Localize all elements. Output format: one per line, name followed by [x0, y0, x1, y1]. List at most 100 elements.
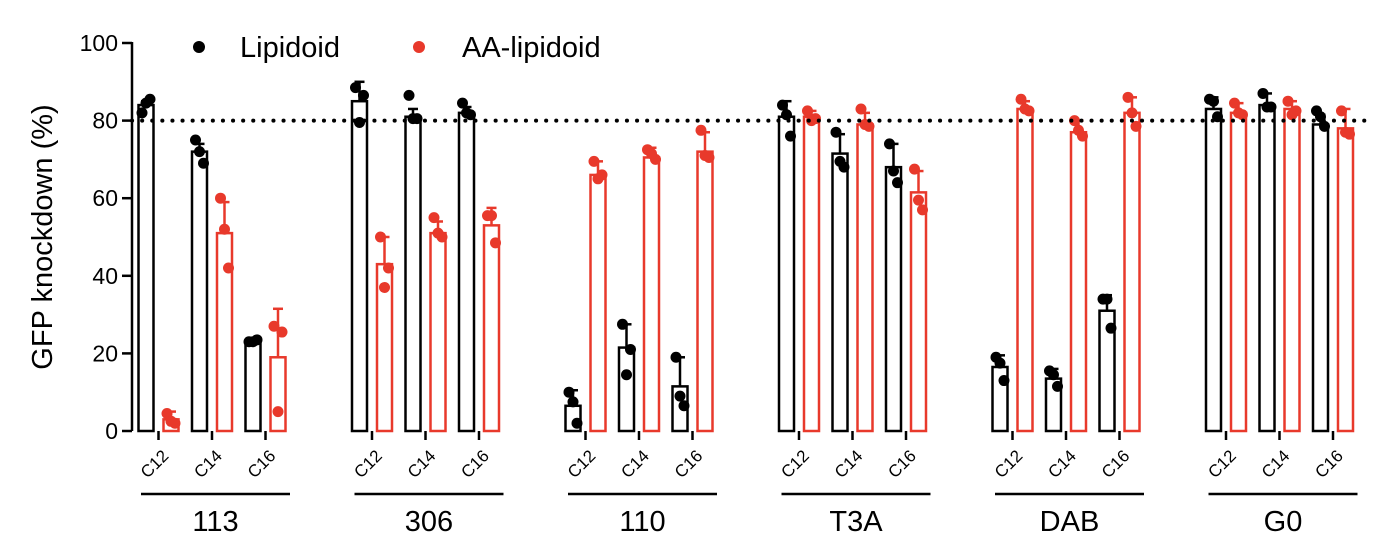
aa-lipidoid-data-point	[383, 262, 394, 274]
aa-lipidoid-data-point	[1336, 105, 1347, 117]
group-label: 110	[619, 506, 665, 538]
aa-lipidoid-bar	[269, 356, 287, 433]
aa-lipidoid-data-point	[588, 155, 600, 167]
lipidoid-bar	[1204, 107, 1223, 433]
lipidoid-data-point	[617, 318, 628, 330]
aa-lipidoid-bar	[429, 231, 447, 433]
aa-lipidoid-data-point	[375, 231, 386, 243]
aa-lipidoid-bar	[1336, 127, 1355, 433]
aa-lipidoid-bar	[1016, 107, 1034, 433]
aa-lipidoid-data-point	[909, 163, 920, 175]
aa-lipidoid-bar	[1069, 130, 1088, 433]
legend-label: Lipidoid	[240, 32, 340, 64]
lipidoid-data-point	[140, 97, 152, 109]
legend-marker-lipidoid	[193, 41, 205, 53]
x-subcategory-label: C12	[137, 446, 172, 481]
x-subcategory-label: C14	[1258, 446, 1293, 481]
aa-lipidoid-bar	[1123, 111, 1141, 433]
lipidoid-data-point	[1257, 87, 1269, 99]
lipidoid-bar	[457, 111, 476, 433]
aa-lipidoid-data-point	[1069, 115, 1080, 127]
aa-lipidoid-data-point	[1286, 109, 1298, 121]
aa-lipidoid-bar	[696, 150, 714, 433]
aa-lipidoid-bar	[642, 156, 661, 433]
lipidoid-data-point	[407, 113, 419, 125]
aa-lipidoid-data-point	[379, 281, 390, 293]
aa-lipidoid-data-point	[592, 173, 604, 185]
aa-lipidoid-data-point	[1122, 91, 1134, 103]
y-tick-label: 20	[92, 340, 118, 366]
lipidoid-data-point	[1319, 120, 1330, 132]
lipidoid-bar	[1311, 123, 1330, 433]
lipidoid-data-point	[674, 390, 686, 402]
group-label: DAB	[1040, 506, 1100, 538]
lipidoid-data-point	[892, 177, 903, 189]
x-subcategory-label: C14	[404, 446, 439, 481]
lipidoid-data-point	[198, 157, 209, 169]
lipidoid-data-point	[247, 336, 259, 348]
lipidoid-data-point	[354, 117, 365, 129]
lipidoid-data-point	[785, 130, 796, 142]
aa-lipidoid-bar	[802, 115, 821, 433]
aa-lipidoid-data-point	[802, 105, 813, 117]
lipidoid-data-point	[563, 386, 575, 398]
lipidoid-bar	[777, 115, 796, 433]
lipidoid-data-point	[136, 107, 148, 119]
aa-lipidoid-data-point	[276, 326, 288, 338]
lipidoid-data-point	[571, 417, 583, 429]
lipidoid-data-point	[1048, 369, 1059, 381]
aa-lipidoid-bar	[482, 224, 501, 433]
aa-lipidoid-data-point	[223, 262, 234, 274]
x-subcategory-label: C16	[1311, 446, 1346, 481]
y-tick-label: 60	[92, 185, 118, 211]
aa-lipidoid-data-point	[1015, 93, 1027, 105]
y-tick-label: 0	[105, 418, 118, 444]
lipidoid-data-point	[461, 107, 472, 119]
x-subcategory-label: C12	[991, 446, 1026, 481]
aa-lipidoid-data-point	[913, 194, 924, 206]
lipidoid-data-point	[994, 357, 1006, 369]
aa-lipidoid-data-point	[432, 227, 444, 239]
aa-lipidoid-data-point	[1340, 126, 1351, 138]
aa-lipidoid-data-point	[855, 103, 867, 115]
aa-lipidoid-data-point	[1233, 107, 1244, 119]
y-axis-title: GFP knockdown (%)	[27, 104, 59, 369]
x-subcategory-label: C16	[671, 446, 706, 481]
x-subcategory-label: C12	[1204, 446, 1239, 481]
lipidoid-data-point	[190, 134, 201, 146]
lipidoid-data-point	[1208, 95, 1219, 107]
lipidoid-data-point	[194, 146, 205, 158]
legend-marker-aa-lipidoid	[413, 41, 425, 53]
lipidoid-bar	[244, 340, 262, 433]
aa-lipidoid-data-point	[486, 210, 497, 222]
aa-lipidoid-data-point	[219, 223, 230, 235]
aa-lipidoid-bar	[1283, 107, 1301, 433]
lipidoid-data-point	[678, 400, 690, 412]
lipidoid-data-point	[1052, 380, 1063, 392]
lipidoid-data-point	[884, 138, 895, 150]
aa-lipidoid-data-point	[806, 115, 817, 127]
lipidoid-bar	[137, 103, 155, 433]
group-label: 113	[192, 506, 238, 538]
x-subcategory-label: C16	[1098, 446, 1133, 481]
aa-lipidoid-data-point	[490, 237, 501, 249]
group-label: G0	[1264, 506, 1303, 538]
aa-lipidoid-bar	[909, 191, 928, 433]
lipidoid-bar	[831, 152, 849, 433]
aa-lipidoid-data-point	[272, 406, 284, 418]
lipidoid-bar	[190, 150, 209, 433]
x-subcategory-label: C14	[617, 446, 652, 481]
aa-lipidoid-data-point	[917, 204, 928, 216]
aa-lipidoid-data-point	[1130, 120, 1142, 132]
lipidoid-data-point	[358, 89, 369, 101]
lipidoid-data-point	[834, 155, 846, 167]
aa-lipidoid-data-point	[215, 192, 226, 204]
lipidoid-bar	[404, 115, 422, 433]
x-subcategory-label: C12	[564, 446, 599, 481]
lipidoid-data-point	[625, 344, 636, 356]
group-label: 306	[405, 506, 453, 538]
lipidoid-data-point	[998, 375, 1010, 387]
x-subcategory-label: C14	[190, 446, 225, 481]
x-subcategory-label: C16	[244, 446, 279, 481]
